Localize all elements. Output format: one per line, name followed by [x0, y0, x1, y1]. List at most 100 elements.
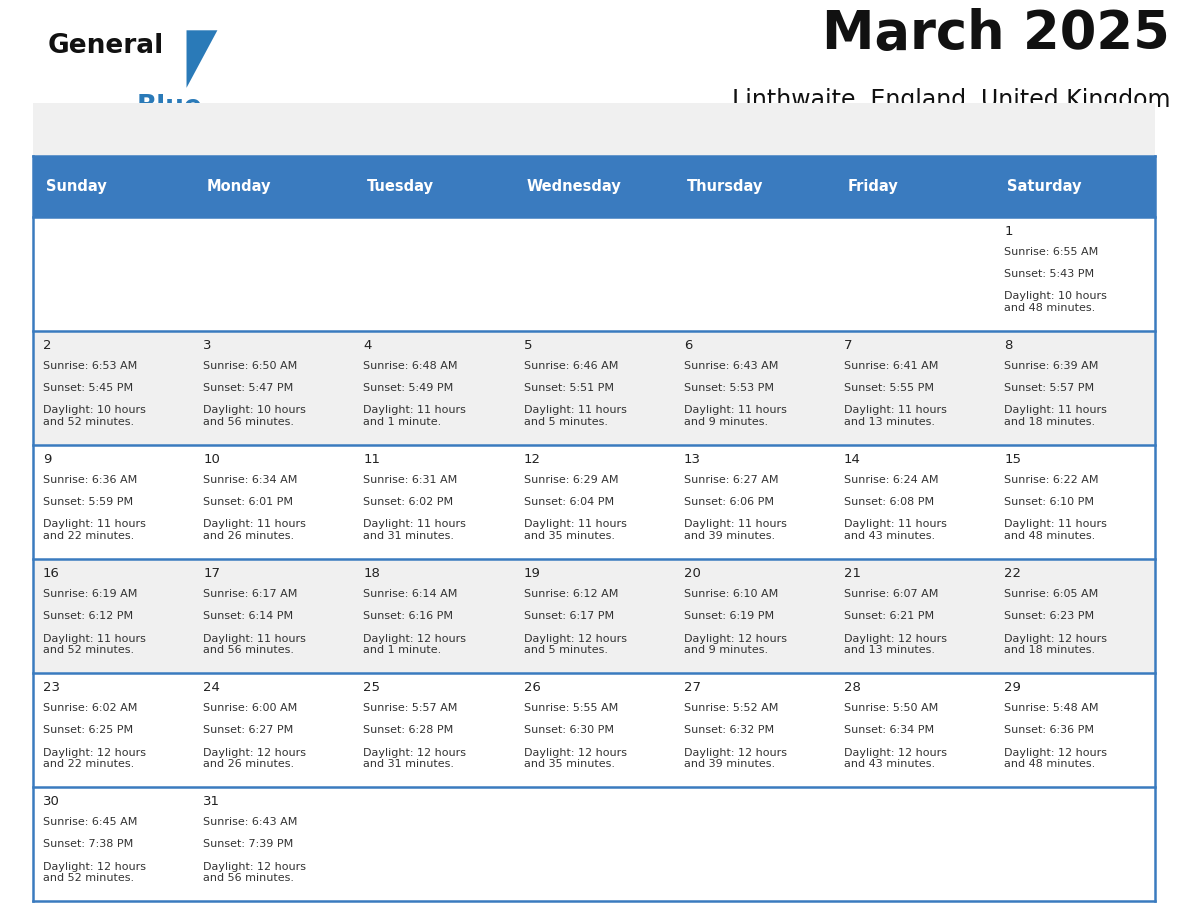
Text: Sunrise: 6:00 AM: Sunrise: 6:00 AM: [203, 703, 297, 713]
Bar: [33, 103, 1155, 218]
Text: 29: 29: [1004, 681, 1020, 694]
Text: Sunset: 5:51 PM: Sunset: 5:51 PM: [524, 383, 613, 393]
Text: Sunset: 6:23 PM: Sunset: 6:23 PM: [1004, 611, 1094, 621]
Text: March 2025: March 2025: [822, 7, 1170, 60]
Text: Sunset: 6:01 PM: Sunset: 6:01 PM: [203, 498, 293, 508]
Text: Sunrise: 6:05 AM: Sunrise: 6:05 AM: [1004, 589, 1099, 599]
Text: Sunset: 6:12 PM: Sunset: 6:12 PM: [43, 611, 133, 621]
Text: Sunrise: 5:55 AM: Sunrise: 5:55 AM: [524, 703, 618, 713]
Text: 21: 21: [843, 566, 861, 580]
Text: 1: 1: [1004, 225, 1012, 238]
Text: Daylight: 11 hours
and 43 minutes.: Daylight: 11 hours and 43 minutes.: [843, 520, 947, 541]
Text: Sunset: 5:47 PM: Sunset: 5:47 PM: [203, 383, 293, 393]
Text: 15: 15: [1004, 453, 1022, 465]
Text: 2: 2: [43, 339, 51, 352]
Text: 30: 30: [43, 795, 59, 808]
Text: Sunrise: 6:22 AM: Sunrise: 6:22 AM: [1004, 475, 1099, 485]
Text: 12: 12: [524, 453, 541, 465]
Text: Sunday: Sunday: [46, 179, 107, 194]
Text: 10: 10: [203, 453, 220, 465]
Text: Sunrise: 6:34 AM: Sunrise: 6:34 AM: [203, 475, 297, 485]
Text: Sunset: 5:55 PM: Sunset: 5:55 PM: [843, 383, 934, 393]
Text: Daylight: 12 hours
and 39 minutes.: Daylight: 12 hours and 39 minutes.: [684, 747, 786, 769]
Text: Daylight: 12 hours
and 13 minutes.: Daylight: 12 hours and 13 minutes.: [843, 633, 947, 655]
Text: Sunrise: 6:10 AM: Sunrise: 6:10 AM: [684, 589, 778, 599]
Text: 25: 25: [364, 681, 380, 694]
Text: Sunset: 6:30 PM: Sunset: 6:30 PM: [524, 725, 613, 735]
Text: Linthwaite, England, United Kingdom: Linthwaite, England, United Kingdom: [732, 88, 1170, 112]
Text: 5: 5: [524, 339, 532, 352]
Text: Daylight: 12 hours
and 18 minutes.: Daylight: 12 hours and 18 minutes.: [1004, 633, 1107, 655]
Text: Wednesday: Wednesday: [526, 179, 621, 194]
Text: 26: 26: [524, 681, 541, 694]
Text: Sunset: 5:57 PM: Sunset: 5:57 PM: [1004, 383, 1094, 393]
Text: Daylight: 11 hours
and 52 minutes.: Daylight: 11 hours and 52 minutes.: [43, 633, 146, 655]
Text: Sunset: 6:36 PM: Sunset: 6:36 PM: [1004, 725, 1094, 735]
Text: Sunset: 5:45 PM: Sunset: 5:45 PM: [43, 383, 133, 393]
Text: Sunset: 5:59 PM: Sunset: 5:59 PM: [43, 498, 133, 508]
Text: Daylight: 12 hours
and 52 minutes.: Daylight: 12 hours and 52 minutes.: [43, 862, 146, 883]
Text: 14: 14: [843, 453, 861, 465]
Text: Sunset: 6:16 PM: Sunset: 6:16 PM: [364, 611, 454, 621]
Text: Sunrise: 6:19 AM: Sunrise: 6:19 AM: [43, 589, 138, 599]
Text: 11: 11: [364, 453, 380, 465]
Text: 24: 24: [203, 681, 220, 694]
Text: Sunset: 6:21 PM: Sunset: 6:21 PM: [843, 611, 934, 621]
Text: Tuesday: Tuesday: [367, 179, 434, 194]
Text: Sunrise: 6:48 AM: Sunrise: 6:48 AM: [364, 361, 457, 371]
Text: Daylight: 12 hours
and 9 minutes.: Daylight: 12 hours and 9 minutes.: [684, 633, 786, 655]
Text: 8: 8: [1004, 339, 1012, 352]
Text: Sunset: 6:14 PM: Sunset: 6:14 PM: [203, 611, 293, 621]
Text: Sunset: 6:32 PM: Sunset: 6:32 PM: [684, 725, 773, 735]
Text: Daylight: 11 hours
and 13 minutes.: Daylight: 11 hours and 13 minutes.: [843, 406, 947, 427]
Bar: [33, 218, 1155, 331]
Text: Sunrise: 6:14 AM: Sunrise: 6:14 AM: [364, 589, 457, 599]
Text: Friday: Friday: [847, 179, 898, 194]
Text: Daylight: 12 hours
and 5 minutes.: Daylight: 12 hours and 5 minutes.: [524, 633, 626, 655]
Text: 28: 28: [843, 681, 861, 694]
Text: 19: 19: [524, 566, 541, 580]
Text: 3: 3: [203, 339, 211, 352]
Text: Sunset: 6:17 PM: Sunset: 6:17 PM: [524, 611, 614, 621]
Text: 22: 22: [1004, 566, 1022, 580]
Text: 6: 6: [684, 339, 693, 352]
Text: 4: 4: [364, 339, 372, 352]
Text: Sunset: 6:10 PM: Sunset: 6:10 PM: [1004, 498, 1094, 508]
Text: Sunrise: 6:50 AM: Sunrise: 6:50 AM: [203, 361, 297, 371]
Text: Daylight: 11 hours
and 26 minutes.: Daylight: 11 hours and 26 minutes.: [203, 520, 307, 541]
Text: Daylight: 12 hours
and 1 minute.: Daylight: 12 hours and 1 minute.: [364, 633, 467, 655]
Text: Daylight: 12 hours
and 31 minutes.: Daylight: 12 hours and 31 minutes.: [364, 747, 467, 769]
Text: Sunset: 6:19 PM: Sunset: 6:19 PM: [684, 611, 773, 621]
Text: Daylight: 12 hours
and 22 minutes.: Daylight: 12 hours and 22 minutes.: [43, 747, 146, 769]
Text: Sunrise: 6:27 AM: Sunrise: 6:27 AM: [684, 475, 778, 485]
Bar: [33, 559, 1155, 674]
Text: Daylight: 11 hours
and 48 minutes.: Daylight: 11 hours and 48 minutes.: [1004, 520, 1107, 541]
Text: Daylight: 11 hours
and 5 minutes.: Daylight: 11 hours and 5 minutes.: [524, 406, 626, 427]
Text: 31: 31: [203, 795, 220, 808]
Text: Sunset: 6:27 PM: Sunset: 6:27 PM: [203, 725, 293, 735]
Text: Sunrise: 6:39 AM: Sunrise: 6:39 AM: [1004, 361, 1099, 371]
Text: Sunrise: 6:24 AM: Sunrise: 6:24 AM: [843, 475, 939, 485]
Text: Daylight: 10 hours
and 48 minutes.: Daylight: 10 hours and 48 minutes.: [1004, 291, 1107, 313]
Text: Sunrise: 5:48 AM: Sunrise: 5:48 AM: [1004, 703, 1099, 713]
Text: 13: 13: [684, 453, 701, 465]
Text: 9: 9: [43, 453, 51, 465]
Text: Sunrise: 6:53 AM: Sunrise: 6:53 AM: [43, 361, 137, 371]
Text: Sunset: 5:49 PM: Sunset: 5:49 PM: [364, 383, 454, 393]
Text: Daylight: 11 hours
and 22 minutes.: Daylight: 11 hours and 22 minutes.: [43, 520, 146, 541]
Text: Daylight: 12 hours
and 43 minutes.: Daylight: 12 hours and 43 minutes.: [843, 747, 947, 769]
Text: 23: 23: [43, 681, 59, 694]
Text: Daylight: 11 hours
and 9 minutes.: Daylight: 11 hours and 9 minutes.: [684, 406, 786, 427]
Text: Daylight: 10 hours
and 56 minutes.: Daylight: 10 hours and 56 minutes.: [203, 406, 307, 427]
Text: Monday: Monday: [207, 179, 271, 194]
Text: Saturday: Saturday: [1007, 179, 1082, 194]
Text: Sunrise: 6:45 AM: Sunrise: 6:45 AM: [43, 817, 138, 827]
Bar: [33, 331, 1155, 445]
Text: Sunrise: 6:07 AM: Sunrise: 6:07 AM: [843, 589, 939, 599]
Text: Sunrise: 6:02 AM: Sunrise: 6:02 AM: [43, 703, 138, 713]
Text: Sunset: 6:06 PM: Sunset: 6:06 PM: [684, 498, 773, 508]
Text: Sunrise: 5:50 AM: Sunrise: 5:50 AM: [843, 703, 939, 713]
Text: 16: 16: [43, 566, 59, 580]
Text: Sunset: 7:38 PM: Sunset: 7:38 PM: [43, 839, 133, 849]
Text: 7: 7: [843, 339, 853, 352]
